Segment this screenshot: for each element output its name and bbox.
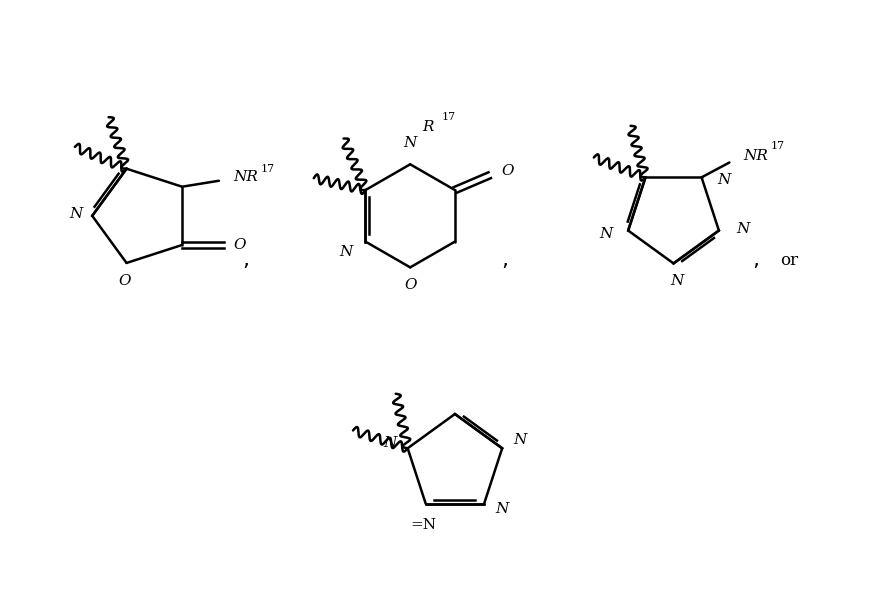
Text: =N: =N (411, 518, 437, 533)
Text: N: N (718, 173, 731, 188)
Text: O: O (404, 278, 417, 292)
Text: R: R (422, 120, 434, 133)
Text: or: or (780, 252, 798, 269)
Text: 17: 17 (771, 141, 785, 151)
Text: N: N (383, 436, 396, 450)
Text: 17: 17 (260, 164, 275, 174)
Text: O: O (118, 274, 131, 288)
Text: N: N (70, 207, 83, 221)
Text: N: N (670, 274, 683, 288)
Text: ,: , (243, 250, 250, 271)
Text: ,: , (752, 250, 759, 271)
Text: ,: , (501, 250, 508, 271)
Text: N: N (513, 434, 527, 447)
Text: N: N (736, 221, 751, 236)
Text: O: O (233, 238, 246, 252)
Text: NR: NR (234, 170, 259, 184)
Text: N: N (404, 135, 417, 149)
Text: 17: 17 (442, 112, 457, 122)
Text: N: N (599, 226, 612, 240)
Text: N: N (339, 245, 352, 258)
Text: O: O (502, 164, 514, 178)
Text: N: N (495, 502, 509, 515)
Text: NR: NR (743, 149, 768, 162)
